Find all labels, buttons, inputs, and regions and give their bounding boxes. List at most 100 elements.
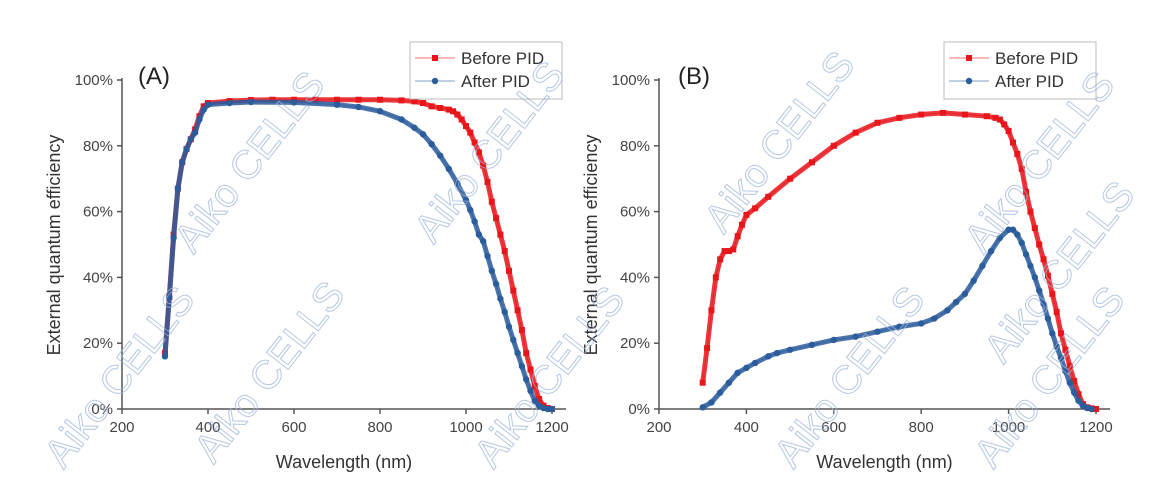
data-point (896, 114, 903, 121)
data-point (940, 109, 947, 116)
data-point (497, 231, 504, 238)
data-point (852, 129, 859, 136)
y-tick-label: 60% (83, 204, 113, 221)
data-point (830, 336, 837, 344)
data-point (708, 307, 715, 314)
data-point (484, 178, 491, 185)
x-tick-label: 400 (195, 419, 220, 436)
legend-marker (965, 77, 973, 85)
data-point (773, 349, 781, 357)
x-tick-label: 800 (909, 419, 934, 436)
legend: Before PID After PID (943, 41, 1097, 100)
data-point (1009, 226, 1017, 233)
data-point (1070, 389, 1078, 396)
data-point (454, 111, 461, 118)
data-point (787, 175, 794, 182)
data-point (961, 290, 969, 298)
data-point (743, 211, 750, 218)
legend-box (409, 41, 563, 100)
x-axis-label: Wavelength (nm) (816, 452, 952, 472)
data-point (751, 359, 759, 367)
watermark-logo: Aiko CELLS (466, 278, 633, 475)
legend: Before PID After PID (409, 41, 563, 100)
y-tick-label: 100% (75, 72, 113, 89)
y-tick-label: 20% (620, 335, 650, 352)
data-point (333, 101, 341, 108)
panel-a: 200 400 600 800 1000 1200 0% 20% 40% 60% 80% 100% Wa… (44, 41, 569, 472)
data-point (734, 233, 741, 240)
data-point (1044, 272, 1051, 279)
y-tick-label: 20% (83, 335, 113, 352)
x-tick-label: 200 (109, 419, 134, 436)
data-point (437, 104, 444, 111)
y-tick-label: 60% (620, 204, 650, 221)
x-tick-label: 1000 (449, 419, 482, 436)
x-tick-label: 200 (646, 419, 671, 436)
data-point (996, 116, 1003, 123)
data-point (334, 96, 340, 103)
data-point (514, 307, 521, 314)
data-point (1058, 330, 1065, 337)
data-point (510, 336, 517, 344)
data-point (518, 363, 526, 370)
data-point (1071, 378, 1078, 385)
data-point (548, 405, 556, 413)
data-point (376, 108, 384, 115)
watermark-logo: Aiko CELLS (166, 63, 333, 260)
data-point (200, 106, 207, 113)
data-point (523, 350, 530, 357)
panel-label: (A) (138, 63, 170, 90)
data-point (1027, 262, 1034, 270)
data-point (518, 327, 525, 334)
data-point (1053, 343, 1060, 350)
data-point (808, 159, 815, 166)
data-point (1018, 239, 1025, 247)
data-point (514, 349, 521, 357)
data-point (1009, 139, 1016, 146)
y-tick-label: 100% (612, 72, 650, 89)
data-point (1031, 225, 1038, 232)
data-point (1093, 406, 1099, 412)
data-point (480, 238, 487, 245)
data-point (1018, 165, 1025, 172)
data-point (752, 205, 759, 212)
data-point (174, 185, 182, 192)
data-point (488, 267, 495, 275)
data-point (1075, 397, 1082, 404)
data-point (730, 246, 737, 253)
data-point (531, 382, 538, 389)
legend-box (943, 41, 1097, 100)
x-axis-label: Wavelength (nm) (276, 452, 412, 472)
data-point (1075, 391, 1082, 398)
data-point (411, 98, 418, 105)
data-point (952, 298, 960, 306)
data-point (166, 293, 173, 301)
data-point (428, 140, 435, 148)
y-axis-label: External quantum efficiency (581, 135, 601, 356)
data-point (501, 248, 508, 255)
data-point (1005, 127, 1012, 134)
data-point (1066, 379, 1073, 386)
data-point (983, 113, 990, 120)
data-point (450, 108, 457, 115)
data-point (808, 341, 816, 349)
data-point (492, 280, 500, 288)
y-tick-label: 40% (83, 269, 113, 286)
data-point (161, 353, 169, 360)
data-point (312, 96, 319, 103)
data-point (505, 323, 513, 330)
watermark-logo: Aiko CELLS (186, 273, 353, 470)
data-point (187, 136, 194, 143)
data-point (398, 97, 405, 104)
data-point (445, 106, 452, 113)
data-point (471, 218, 478, 225)
y-tick-label: 0% (628, 401, 650, 418)
data-point (1062, 367, 1069, 375)
data-point (480, 162, 487, 169)
data-point (179, 159, 186, 166)
data-point (1027, 208, 1034, 215)
data-point (1036, 241, 1043, 248)
data-point (725, 248, 732, 255)
data-point (183, 145, 190, 153)
data-point (445, 165, 452, 173)
